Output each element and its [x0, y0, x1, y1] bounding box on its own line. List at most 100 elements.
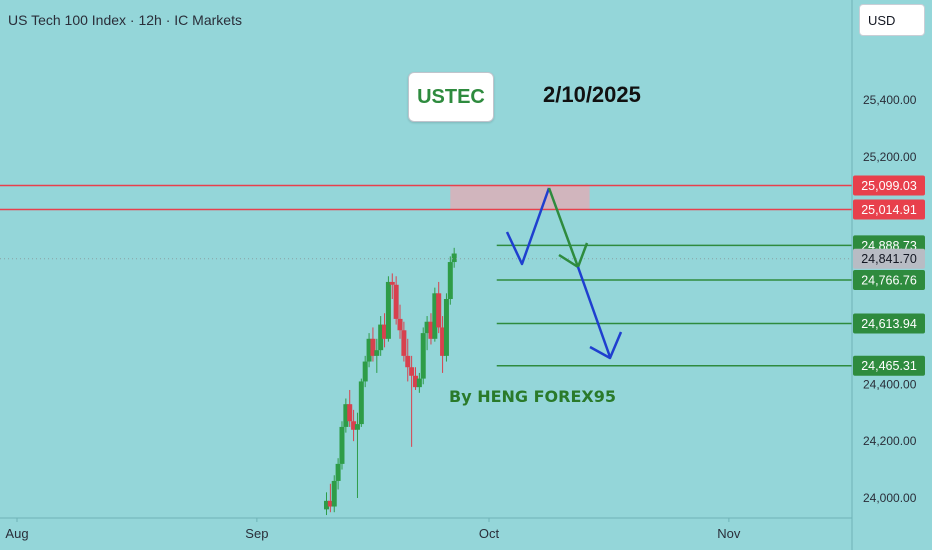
arrows-layer [505, 187, 623, 360]
target-price-tag: 24,613.94 [853, 313, 925, 334]
candles-layer [324, 247, 457, 516]
projection-path-up [505, 187, 551, 266]
candle-body [432, 293, 438, 339]
candle [416, 372, 422, 393]
price-tag-label: 25,014.91 [861, 203, 917, 217]
candle [358, 378, 364, 427]
price-tag-background [853, 270, 925, 291]
resistance-price-tag: 25,099.03 [853, 175, 925, 196]
candle-body [366, 338, 372, 362]
x-tick-label: Sep [245, 526, 268, 541]
resistance-price-tag: 25,014.91 [853, 199, 925, 220]
projection-arrow-green [547, 187, 580, 268]
y-tick-label: 25,400.00 [863, 93, 917, 107]
candle-body [393, 284, 399, 319]
plot-area [0, 184, 852, 516]
price-tag-background [853, 355, 925, 376]
price-tag-label: 24,766.76 [861, 274, 917, 288]
price-tag-background [853, 199, 925, 220]
candle-body [401, 330, 407, 356]
candle-body [451, 253, 457, 263]
candle-body [335, 463, 341, 481]
price-tag-label: 25,099.03 [861, 179, 917, 193]
candle-body [416, 378, 422, 388]
candle-body [374, 350, 380, 356]
candle-body [339, 426, 345, 464]
candle [447, 256, 453, 305]
candle [436, 281, 442, 334]
candle-body [331, 480, 337, 507]
candle-body [424, 321, 430, 334]
candle-body [343, 404, 349, 427]
candle [412, 367, 418, 390]
candle-body [327, 500, 333, 507]
candle [362, 355, 368, 388]
candle-body [378, 324, 384, 351]
candle [401, 321, 407, 362]
candle-body [447, 262, 453, 299]
candle [443, 293, 449, 362]
candle [382, 313, 388, 348]
y-tick-labels: 24,000.00 24,200.00 24,400.00 25,200.00 25,4… [863, 93, 917, 505]
y-tick-label: 24,200.00 [863, 434, 917, 448]
resistance-zone-layer [450, 185, 590, 210]
resistance-zone[interactable] [450, 185, 590, 210]
price-axis[interactable]: 24,000.00 24,200.00 24,400.00 25,200.00 25,4… [851, 0, 932, 550]
price-tag-background [853, 313, 925, 334]
x-tick-label: Oct [479, 526, 500, 541]
price-tag-label: 24,613.94 [861, 317, 917, 331]
candle [440, 316, 446, 373]
price-tag-background [853, 175, 925, 196]
candle-body [397, 318, 403, 331]
candle-body [382, 324, 388, 339]
candle-body [354, 424, 360, 430]
candle-body [370, 338, 376, 356]
candle [405, 338, 411, 382]
candle-body [324, 500, 330, 510]
currency-button[interactable]: USD [859, 4, 925, 36]
candle [347, 389, 353, 427]
candle [378, 316, 384, 356]
x-tick-labels: Aug Sep Oct Nov [5, 518, 741, 541]
candle [354, 412, 360, 498]
time-axis[interactable]: Aug Sep Oct Nov [0, 517, 852, 541]
candle [397, 304, 403, 339]
candle-body [412, 375, 418, 388]
price-tag-label: 24,841.70 [861, 252, 917, 266]
candle [335, 458, 341, 490]
level-lines-layer [0, 184, 852, 367]
symbol-title[interactable]: US Tech 100 Index · 12h · IC Markets [8, 12, 242, 28]
candle-body [358, 381, 364, 425]
y-tick-label: 25,200.00 [863, 150, 917, 164]
candle [451, 247, 457, 268]
candle-body [385, 281, 391, 339]
candle-body [409, 367, 415, 376]
candle [370, 327, 376, 362]
price-tag-background [853, 248, 925, 269]
date-annotation: 2/10/2025 [543, 82, 641, 107]
candle-body [362, 361, 368, 382]
price-tag-label: 24,465.31 [861, 359, 917, 373]
candle-body [347, 404, 353, 422]
candle-body [351, 421, 357, 430]
candle [343, 398, 349, 433]
candle [389, 273, 395, 299]
y-tick-label: 24,000.00 [863, 491, 917, 505]
target-price-tag: 24,465.31 [853, 355, 925, 376]
candle [385, 276, 391, 342]
candle [432, 287, 438, 342]
candle-body [436, 293, 442, 328]
candle [374, 338, 380, 373]
candle [327, 483, 333, 513]
target-price-tag: 24,766.76 [853, 270, 925, 291]
candle-body [428, 321, 434, 339]
candle [420, 327, 426, 385]
author-annotation: By HENG FOREX95 [449, 387, 616, 406]
ticker-badge: USTEC [408, 72, 494, 122]
price-labels: 25,099.0325,014.9124,888.7324,841.7024,7… [853, 175, 925, 376]
projection-arrow-blue [576, 266, 612, 358]
candle [424, 316, 430, 351]
candle [428, 313, 434, 345]
x-tick-label: Nov [717, 526, 741, 541]
